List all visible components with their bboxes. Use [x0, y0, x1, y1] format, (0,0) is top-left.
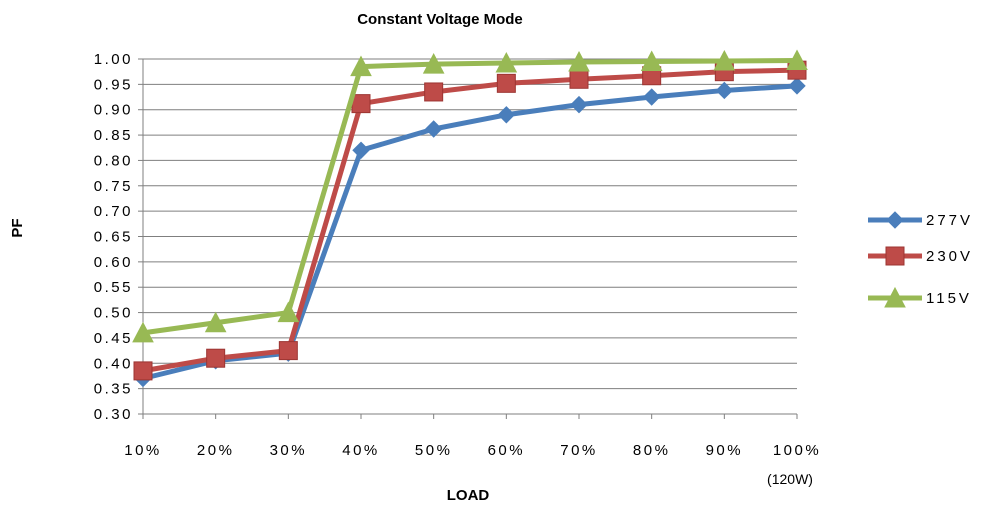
data-point: [133, 361, 153, 381]
y-axis-title: PF: [9, 218, 26, 237]
legend-item-115V: 115V: [868, 286, 972, 308]
data-point: [424, 120, 443, 138]
data-point: [495, 51, 518, 73]
legend-label: 230V: [926, 248, 973, 265]
x-tick-label: 90%: [706, 442, 744, 459]
series-line-230V: [142, 67, 798, 374]
y-tick-labels: 0.30 0.35 0.40 0.45 0.50 0.55 0.60 0.65 0.70 0.75…: [94, 51, 133, 423]
data-point: [351, 94, 371, 114]
data-point: [496, 73, 516, 93]
legend-item-277V: 277V: [868, 211, 973, 229]
series-line-277V: [142, 83, 798, 381]
legend: 277V 230V 115V: [868, 211, 973, 308]
data-point: [640, 50, 663, 72]
data-point: [277, 301, 300, 323]
series-230V: [133, 60, 807, 381]
y-tick-label: 0.80: [94, 152, 133, 169]
legend-marker: [884, 286, 906, 308]
data-point: [568, 50, 590, 72]
x-tick-label: 80%: [633, 442, 671, 459]
data-point: [715, 81, 734, 100]
x-axis-title: LOAD: [447, 487, 490, 504]
series-line-115V: [142, 58, 798, 336]
y-tick-label: 0.40: [94, 355, 133, 372]
x-tick-label: 60%: [488, 442, 526, 459]
y-tick-label: 0.95: [94, 76, 133, 93]
x-tick-labels: 10% 20% 30% 40% 50% 60% 70% 80% 90% 100%: [124, 442, 821, 459]
legend-label: 115V: [926, 290, 972, 307]
y-tick-label: 0.85: [94, 127, 133, 144]
data-point: [206, 348, 226, 368]
data-point: [132, 321, 154, 343]
data-point: [204, 311, 227, 333]
x-tick-label: 30%: [270, 442, 308, 459]
data-point: [422, 52, 445, 74]
y-tick-label: 0.70: [94, 203, 133, 220]
x-tick-label: 20%: [197, 442, 235, 459]
legend-marker: [886, 211, 904, 229]
data-point: [570, 95, 588, 114]
y-tick-label: 0.45: [94, 330, 133, 347]
x-axis-note: (120W): [767, 471, 813, 487]
y-tick-label: 0.50: [94, 305, 133, 322]
series-115V: [132, 49, 808, 343]
y-tick-label: 0.75: [94, 178, 133, 195]
data-point: [788, 77, 806, 95]
chart-title: Constant Voltage Mode: [357, 11, 523, 28]
y-tick-label: 0.90: [94, 102, 133, 119]
data-point: [278, 341, 298, 361]
grid-lines: [143, 58, 797, 390]
data-point: [497, 106, 516, 124]
x-tick-label: 10%: [124, 442, 162, 459]
x-tick-label: 100%: [773, 442, 821, 459]
y-tick-label: 0.60: [94, 254, 133, 271]
series-group: [132, 49, 808, 388]
data-point: [424, 82, 444, 102]
data-point: [352, 141, 370, 159]
legend-item-230V: 230V: [868, 246, 973, 266]
data-point: [713, 49, 736, 71]
x-tick-label: 50%: [415, 442, 453, 459]
y-tick-label: 0.65: [94, 229, 133, 246]
data-point: [786, 49, 808, 71]
y-tick-label: 0.30: [94, 406, 133, 423]
y-tick-label: 0.35: [94, 381, 133, 398]
y-tick-label: 1.00: [94, 51, 133, 68]
axes: [138, 58, 798, 419]
data-point: [642, 88, 661, 106]
legend-label: 277V: [926, 212, 973, 229]
x-tick-label: 70%: [560, 442, 598, 459]
series-277V: [134, 77, 806, 388]
x-tick-label: 40%: [342, 442, 380, 459]
y-tick-label: 0.55: [94, 279, 133, 296]
data-point: [569, 69, 589, 89]
legend-marker: [885, 246, 905, 266]
data-point: [350, 55, 372, 77]
